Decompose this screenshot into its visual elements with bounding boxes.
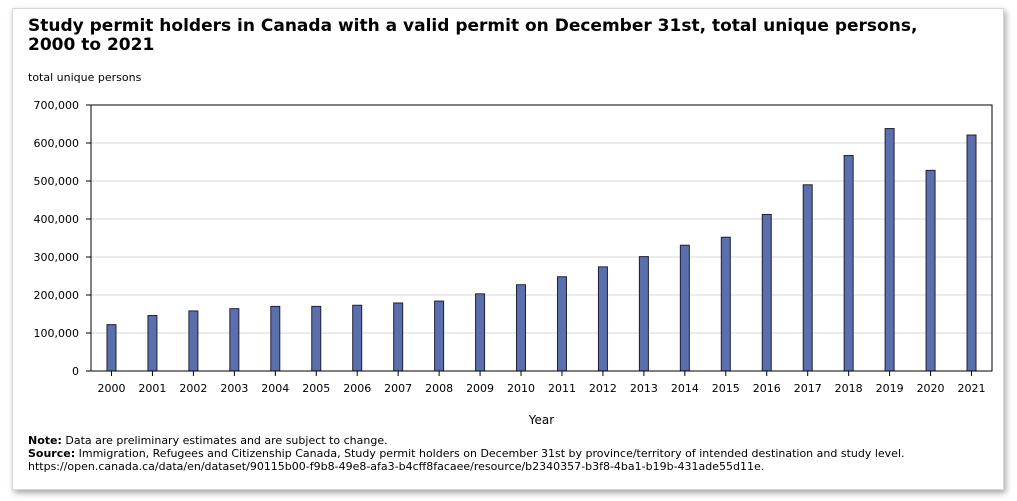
x-tick-label: 2002: [179, 382, 207, 395]
bar-2018: [843, 155, 854, 372]
y-axis-unit-label: total unique persons: [28, 71, 142, 84]
source-line: Source: Immigration, Refugees and Citize…: [28, 447, 993, 473]
bar-2008: [434, 300, 445, 372]
bar-2016: [761, 213, 772, 372]
x-tick-label: 2001: [138, 382, 166, 395]
y-tick-label: 300,000: [34, 251, 80, 264]
bar-2021: [966, 134, 977, 372]
y-tick-label: 200,000: [34, 289, 80, 302]
bar-2006: [352, 304, 363, 372]
x-tick-label: 2000: [97, 382, 125, 395]
bar-2019: [884, 128, 895, 372]
bar-2005: [311, 305, 322, 372]
chart-title: Study permit holders in Canada with a va…: [28, 16, 918, 55]
bar-2007: [393, 302, 404, 372]
bar-2020: [925, 169, 936, 372]
bar-2004: [270, 305, 281, 372]
bar-2011: [556, 276, 567, 372]
bar-2002: [188, 310, 199, 372]
x-tick-label: 2006: [343, 382, 371, 395]
x-tick-label: 2007: [384, 382, 412, 395]
x-tick-label: 2010: [507, 382, 535, 395]
x-tick-label: 2003: [220, 382, 248, 395]
x-tick-label: 2015: [712, 382, 740, 395]
note-line: Note: Data are preliminary estimates and…: [28, 434, 993, 447]
bar-2013: [638, 256, 649, 372]
bar-2015: [720, 236, 731, 372]
bar-2012: [597, 266, 608, 372]
x-tick-label: 2004: [261, 382, 289, 395]
note-text: Data are preliminary estimates and are s…: [61, 434, 388, 447]
bar-2001: [147, 315, 158, 372]
x-tick-label: 2011: [548, 382, 576, 395]
bar-2017: [802, 184, 813, 372]
y-tick-label: 600,000: [34, 137, 80, 150]
bar-2003: [229, 308, 240, 372]
plot-area-border: [90, 104, 993, 372]
x-tick-label: 2020: [917, 382, 945, 395]
x-axis-title: Year: [528, 413, 554, 427]
x-tick-label: 2012: [589, 382, 617, 395]
chart-frame: [12, 8, 1004, 490]
y-tick-label: 500,000: [34, 175, 80, 188]
x-tick-label: 2013: [630, 382, 658, 395]
y-tick-label: 100,000: [34, 327, 80, 340]
bar-2010: [516, 284, 527, 372]
x-tick-label: 2014: [671, 382, 699, 395]
x-tick-label: 2018: [835, 382, 863, 395]
bar-2009: [475, 293, 486, 372]
source-text: Immigration, Refugees and Citizenship Ca…: [28, 447, 905, 473]
y-tick-label: 0: [72, 365, 79, 378]
bar-2014: [679, 244, 690, 372]
x-tick-label: 2021: [958, 382, 986, 395]
x-tick-label: 2016: [753, 382, 781, 395]
chart-notes: Note: Data are preliminary estimates and…: [28, 434, 993, 473]
y-tick-label: 700,000: [34, 99, 80, 112]
source-label: Source:: [28, 447, 76, 460]
x-tick-label: 2017: [794, 382, 822, 395]
bar-2000: [106, 324, 117, 372]
x-tick-label: 2019: [876, 382, 904, 395]
x-tick-label: 2009: [466, 382, 494, 395]
x-tick-label: 2005: [302, 382, 330, 395]
x-tick-label: 2008: [425, 382, 453, 395]
note-label: Note:: [28, 434, 62, 447]
y-tick-label: 400,000: [34, 213, 80, 226]
